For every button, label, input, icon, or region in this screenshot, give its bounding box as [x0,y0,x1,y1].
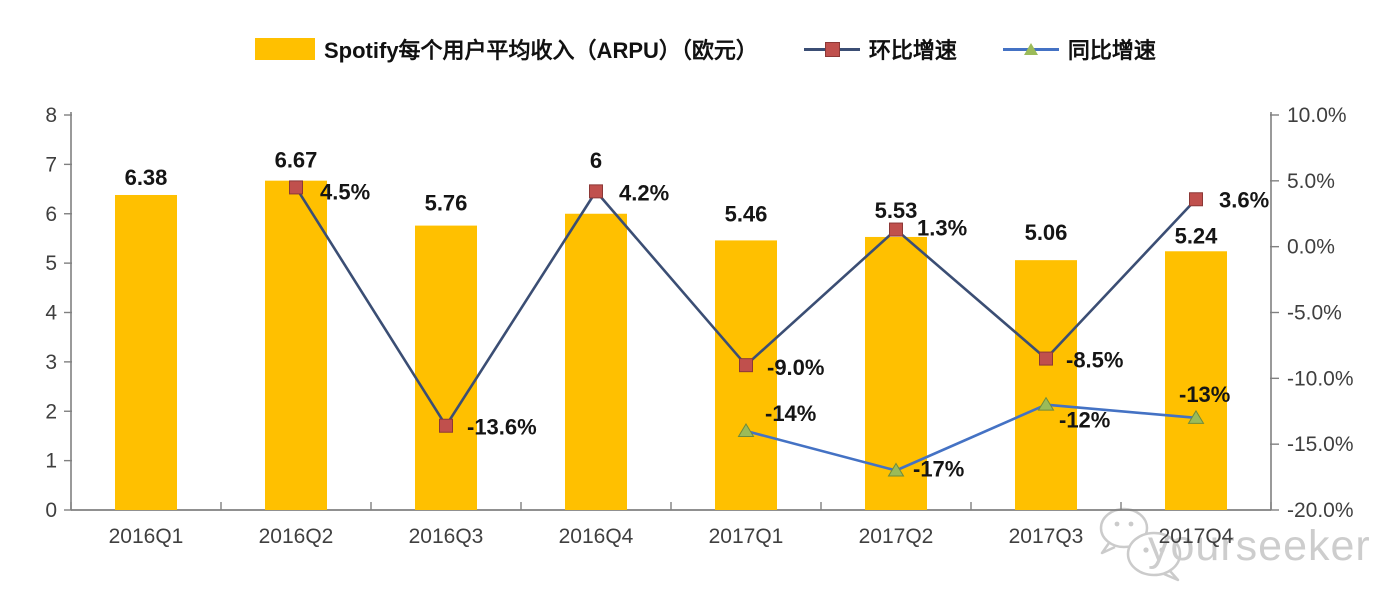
yoy-marker-triangle [737,423,755,437]
x-axis-category-label: 2017Q3 [1009,525,1084,548]
qoq-point-label: 3.6% [1219,187,1269,212]
qoq-point-label: 1.3% [917,216,967,241]
qoq-marker-square [1039,351,1053,366]
yoy-point-label: -13% [1179,382,1230,407]
bar-2016Q4 [565,213,627,510]
bar-2016Q3 [415,225,477,510]
left-axis-tick-label: 1 [45,450,57,473]
left-axis-tick-label: 5 [45,252,57,275]
yoy-triangle-marker-icon [1023,43,1038,55]
left-axis-tick-label: 7 [45,153,57,176]
left-axis-tick-label: 0 [45,499,57,522]
bar-value-label: 5.24 [1175,223,1219,248]
bar-2017Q4 [1165,251,1227,510]
qoq-marker-square [289,180,303,195]
yoy-line-swatch [1002,42,1059,56]
yoy-point-label: -17% [913,457,964,482]
qoq-line-swatch [803,42,860,57]
bar-value-label: 5.46 [725,201,768,226]
left-axis-tick-label: 2 [45,400,57,423]
bar-2017Q1 [715,240,777,510]
x-axis-category-label: 2017Q4 [1159,525,1234,548]
bar-value-label: 5.53 [875,198,918,223]
qoq-marker-square [739,358,753,373]
x-axis-category-label: 2017Q2 [859,525,934,548]
qoq-point-label: -8.5% [1066,348,1123,373]
right-axis-tick-label: -20.0% [1287,499,1354,522]
right-axis-tick-label: -10.0% [1287,367,1354,390]
bar-2017Q3 [1015,260,1077,510]
bar-series-swatch [255,38,315,60]
wechat-icon [1099,507,1182,582]
qoq-square-marker-icon [824,42,840,57]
bar-value-label: 5.06 [1025,220,1068,245]
legend-label-arpu: Spotify每个用户平均收入（ARPU）（欧元） [324,38,758,63]
qoq-point-label: -13.6% [467,415,537,440]
bar-value-label: 6.38 [125,165,168,190]
legend-label-yoy: 同比增速 [1067,38,1156,63]
qoq-marker-square [589,184,603,199]
x-axis-category-label: 2016Q2 [259,525,334,548]
yoy-point-label: -12% [1059,408,1110,433]
left-axis-tick-label: 4 [45,302,57,325]
bar-value-label: 6.67 [275,148,318,173]
yoy-marker-triangle [1037,396,1055,411]
yoy-point-label: -14% [765,401,816,426]
chart-legend: Spotify每个用户平均收入（ARPU）（欧元） 环比增速 同比增速 [255,33,1156,65]
qoq-point-label: -9.0% [767,355,824,380]
qoq-point-label: 4.2% [619,180,669,205]
legend-item-qoq: 环比增速 [803,33,957,65]
right-axis-tick-label: 0.0% [1287,236,1335,259]
x-axis-category-label: 2016Q4 [559,525,634,548]
left-axis-tick-label: 6 [45,203,57,226]
qoq-marker-square [1189,192,1203,207]
yoy-line [745,403,1197,472]
legend-item-arpu: Spotify每个用户平均收入（ARPU）（欧元） [255,33,758,65]
legend-label-qoq: 环比增速 [868,38,957,63]
x-axis-category-label: 2016Q1 [109,525,184,548]
right-axis-tick-label: 10.0% [1287,104,1347,127]
watermark-text: yourseeker [1148,522,1371,570]
right-axis-tick-label: -5.0% [1287,302,1342,325]
yoy-marker-triangle [887,462,905,477]
qoq-marker-square [889,222,903,237]
left-axis-tick-label: 3 [45,351,57,374]
right-axis-tick-label: 5.0% [1287,170,1335,193]
watermark: yourseeker [1096,502,1399,592]
x-axis-category-label: 2016Q3 [409,525,484,548]
left-axis-tick-label: 8 [45,104,57,127]
bar-2016Q1 [115,194,177,511]
bar-value-label: 6 [590,148,602,173]
qoq-point-label: 4.5% [320,179,370,204]
x-axis-category-label: 2017Q1 [709,525,784,548]
right-axis-tick-label: -15.0% [1287,433,1354,456]
yoy-marker-triangle [1187,409,1205,424]
legend-item-yoy: 同比增速 [1002,33,1156,65]
qoq-marker-square [439,418,453,433]
bar-value-label: 5.76 [425,191,468,216]
bar-2016Q2 [265,180,327,510]
